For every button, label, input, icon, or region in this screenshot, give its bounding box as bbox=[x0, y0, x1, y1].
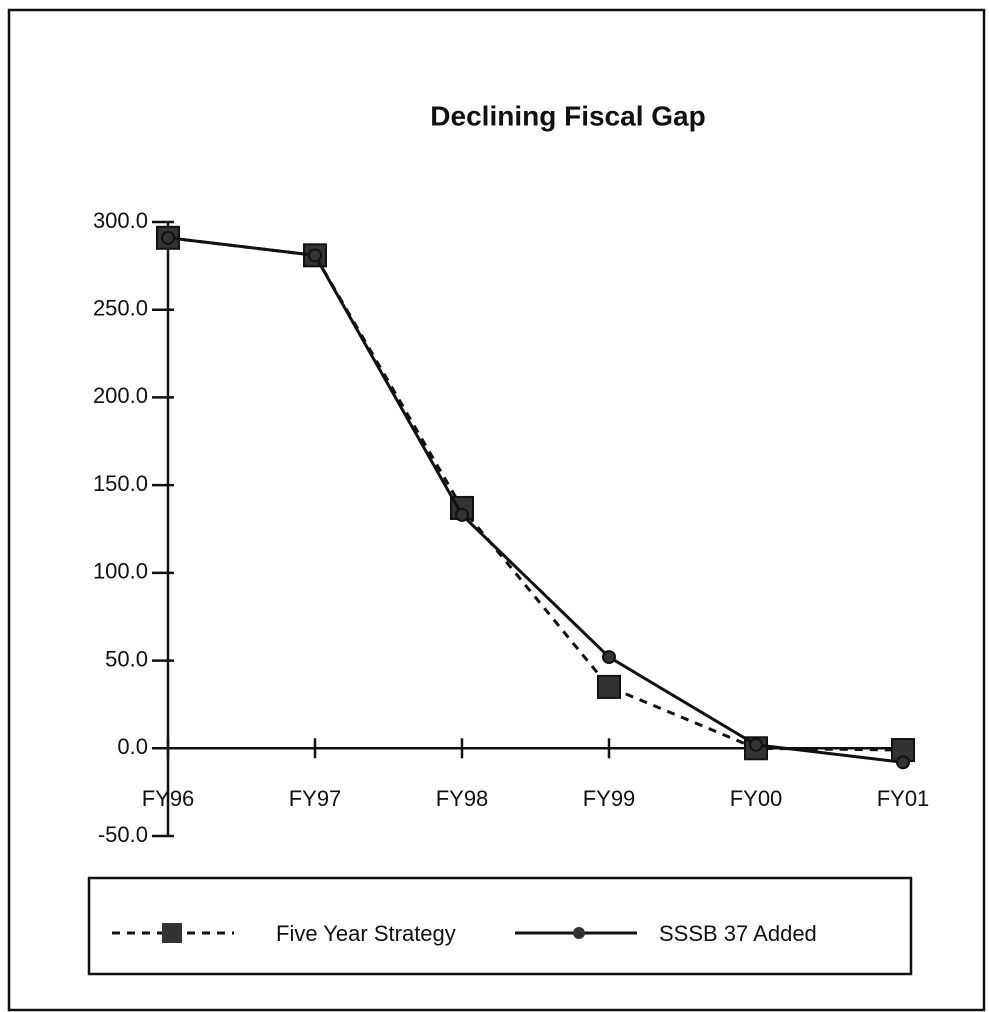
y-tick-label: 300.0 bbox=[93, 208, 148, 233]
x-tick-label: FY01 bbox=[877, 786, 930, 811]
x-tick-label: FY98 bbox=[436, 786, 489, 811]
x-tick-label: FY96 bbox=[142, 786, 195, 811]
marker-circle bbox=[749, 737, 763, 752]
frame bbox=[7, 8, 986, 1012]
marker-circle bbox=[455, 507, 469, 522]
legend-box bbox=[87, 876, 913, 976]
y-tick-label: 100.0 bbox=[93, 559, 148, 584]
y-tick-label: 0.0 bbox=[117, 734, 148, 759]
x-tick-label: FY97 bbox=[289, 786, 342, 811]
legend-marker bbox=[162, 923, 182, 943]
y-tick-label: 200.0 bbox=[93, 383, 148, 408]
chart-title: Declining Fiscal Gap bbox=[430, 100, 705, 131]
marker-circle bbox=[602, 650, 616, 665]
marker-circle bbox=[161, 230, 175, 245]
legend-marker bbox=[573, 927, 585, 939]
marker-circle bbox=[308, 248, 322, 263]
x-tick-label: FY99 bbox=[583, 786, 636, 811]
legend-label: Five Year Strategy bbox=[276, 921, 456, 946]
marker-circle bbox=[896, 755, 910, 770]
x-tick-label: FY00 bbox=[730, 786, 783, 811]
series-line bbox=[167, 236, 904, 752]
y-tick-label: 250.0 bbox=[93, 296, 148, 321]
y-tick-label: -50.0 bbox=[98, 822, 148, 847]
marker-square bbox=[597, 674, 621, 699]
y-tick-label: 150.0 bbox=[93, 471, 148, 496]
y-tick-label: 50.0 bbox=[105, 646, 148, 671]
legend-label: SSSB 37 Added bbox=[659, 921, 817, 946]
series-line bbox=[167, 236, 904, 764]
